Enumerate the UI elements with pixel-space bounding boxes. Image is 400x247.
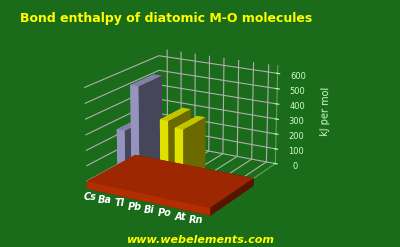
Text: www.webelements.com: www.webelements.com [126,235,274,245]
Text: Bond enthalpy of diatomic M-O molecules: Bond enthalpy of diatomic M-O molecules [20,12,312,25]
